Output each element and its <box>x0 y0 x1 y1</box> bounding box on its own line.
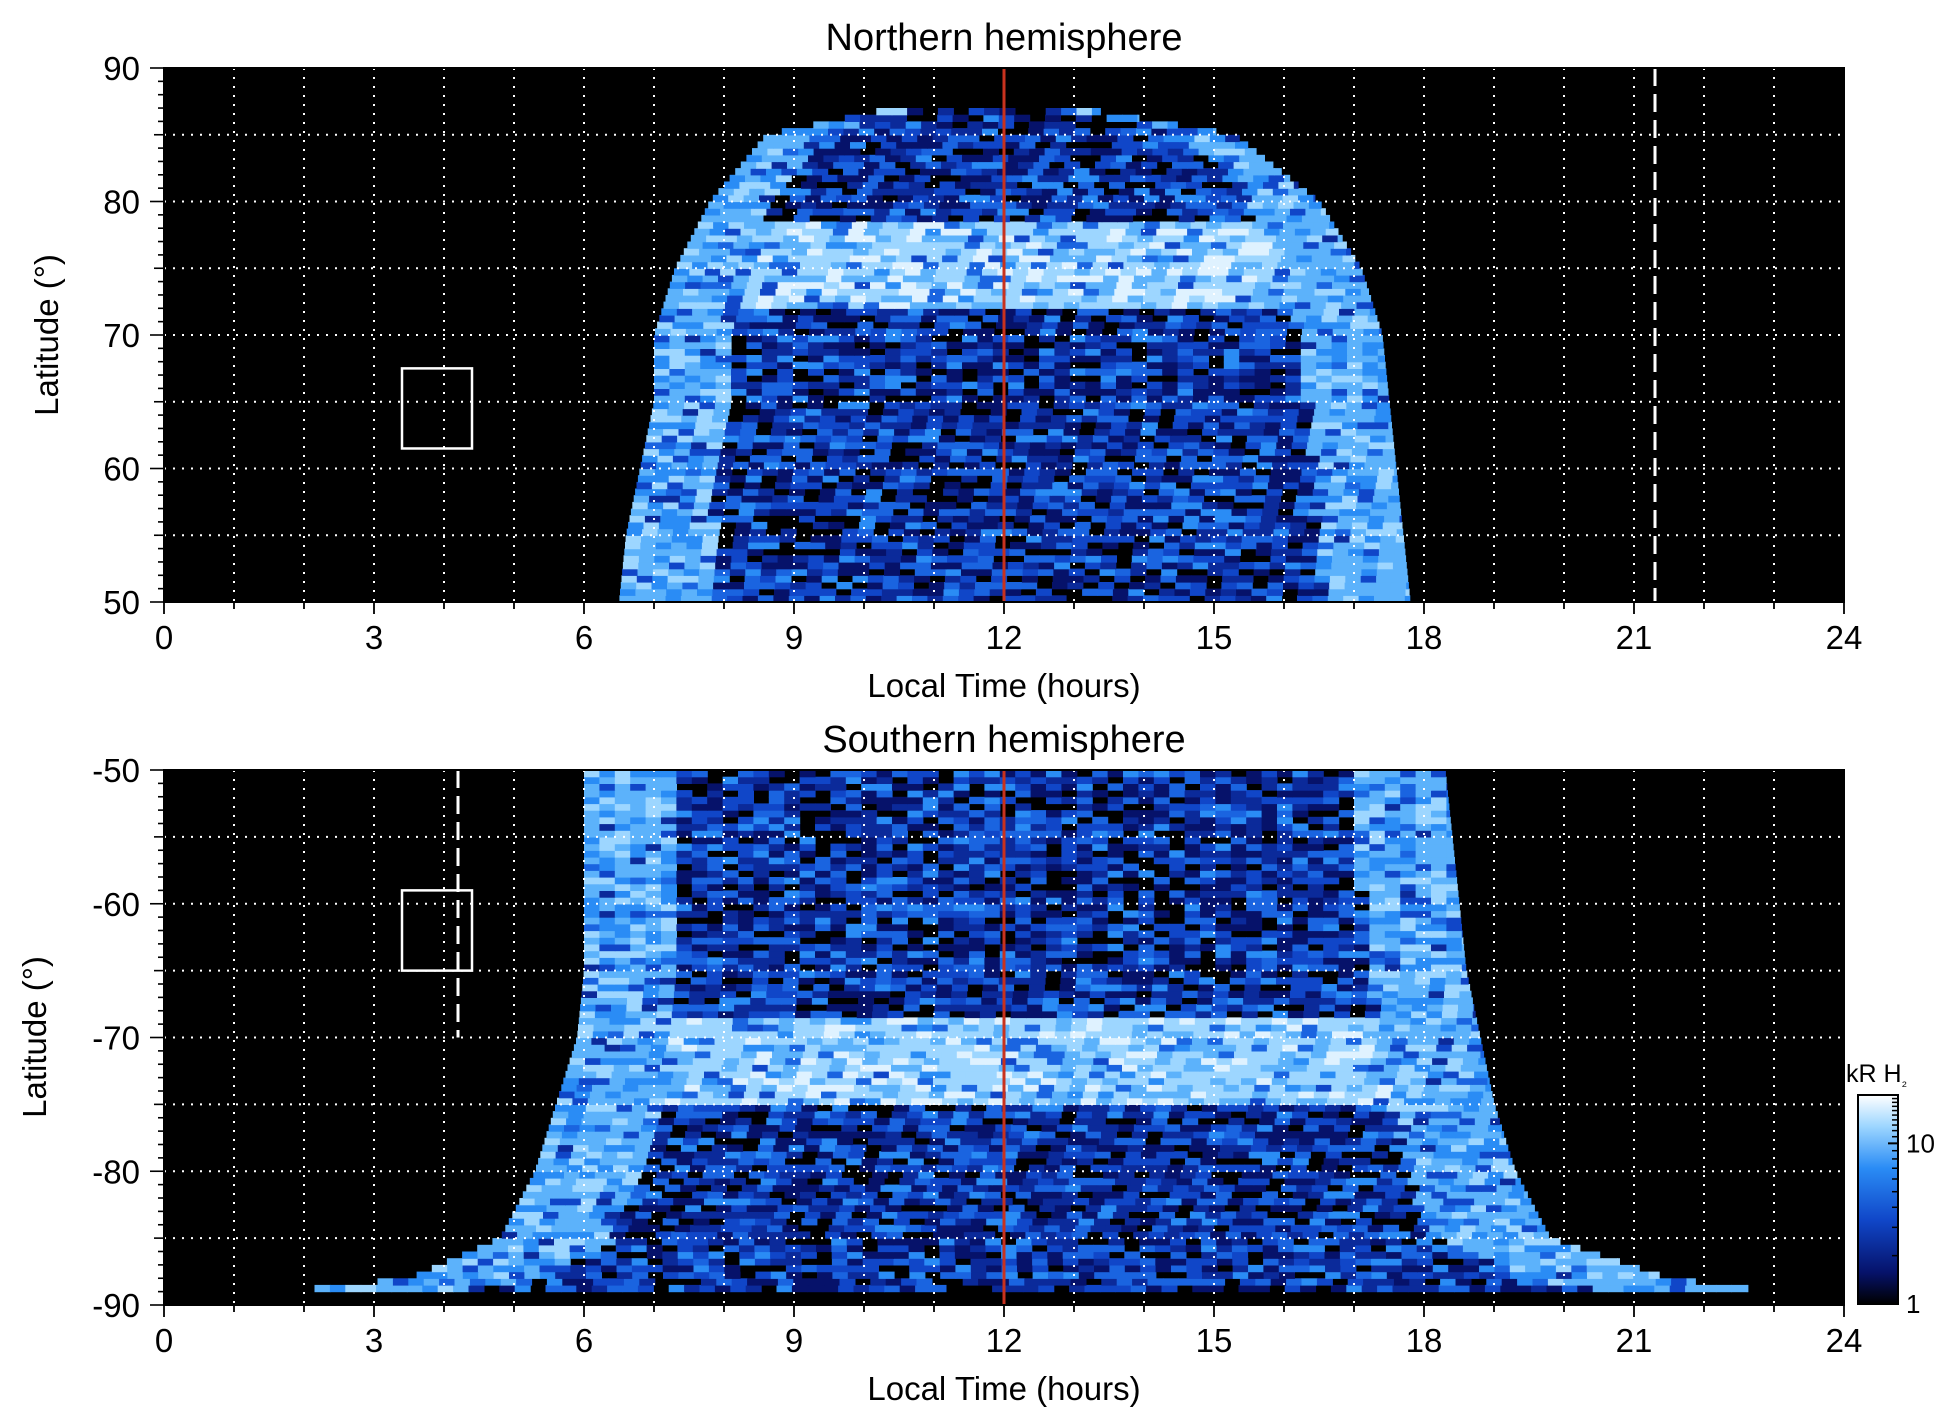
x-tick-label: 12 <box>986 619 1023 656</box>
southern-title: Southern hemisphere <box>822 719 1185 761</box>
southern-xlabel: Local Time (hours) <box>867 1370 1140 1407</box>
y-tick-label: 90 <box>103 50 140 87</box>
x-tick-label: 18 <box>1406 619 1443 656</box>
colorbar-ticks: 1 10 <box>1888 1094 1935 1319</box>
y-tick-label: -80 <box>92 1153 140 1190</box>
x-tick-label: 18 <box>1406 1322 1443 1359</box>
x-tick-label: 6 <box>575 619 593 656</box>
southern-axes: 0 3 6 9 12 15 18 21 24 -90 -80 -70 -60 -50 <box>92 752 1862 1359</box>
colorbar: kR H₂ 1 10 <box>1846 1060 1935 1319</box>
colorbar-tick-label: 1 <box>1906 1289 1920 1319</box>
x-tick-label: 9 <box>785 1322 803 1359</box>
x-tick-label: 6 <box>575 1322 593 1359</box>
northern-xlabel: Local Time (hours) <box>867 667 1140 704</box>
northern-title: Northern hemisphere <box>826 17 1183 59</box>
x-tick-label: 21 <box>1616 619 1653 656</box>
northern-axes: 0 3 6 9 12 15 18 21 24 50 60 70 80 90 <box>103 50 1862 656</box>
x-tick-label: 15 <box>1196 619 1233 656</box>
northern-grid <box>164 68 1844 602</box>
y-tick-label: 60 <box>103 451 140 488</box>
southern-panel: Southern hemisphere 0 3 6 9 12 15 18 21 24 -90 -80… <box>16 719 1862 1407</box>
southern-overlays <box>400 770 1006 1305</box>
y-tick-label: -90 <box>92 1287 140 1324</box>
colorbar-gradient <box>1857 1094 1899 1305</box>
x-tick-label: 9 <box>785 619 803 656</box>
x-tick-label: 0 <box>155 1322 173 1359</box>
y-tick-label: 80 <box>103 184 140 221</box>
y-tick-label: 70 <box>103 317 140 354</box>
northern-overlays <box>400 68 1657 602</box>
y-tick-label: -70 <box>92 1020 140 1057</box>
y-tick-label: -60 <box>92 886 140 923</box>
northern-emission <box>619 108 1411 603</box>
y-tick-label: -50 <box>92 752 140 789</box>
x-tick-label: 15 <box>1196 1322 1233 1359</box>
marker-box <box>400 889 474 972</box>
x-tick-label: 21 <box>1616 1322 1653 1359</box>
colorbar-label: kR H₂ <box>1846 1060 1907 1089</box>
x-tick-label: 3 <box>365 1322 383 1359</box>
southern-emission <box>314 770 1749 1293</box>
y-tick-label: 50 <box>103 584 140 621</box>
northern-panel: Northern hemisphere 0 3 6 9 12 15 18 21 24 50 60 70… <box>28 17 1862 704</box>
x-tick-label: 3 <box>365 619 383 656</box>
northern-ylabel: Latitude (°) <box>28 254 65 416</box>
x-tick-label: 0 <box>155 619 173 656</box>
x-tick-label: 24 <box>1826 1322 1863 1359</box>
x-tick-label: 24 <box>1826 619 1863 656</box>
marker-box <box>400 367 474 450</box>
colorbar-tick-label: 10 <box>1906 1128 1935 1158</box>
southern-ylabel: Latitude (°) <box>16 956 53 1118</box>
x-tick-label: 12 <box>986 1322 1023 1359</box>
